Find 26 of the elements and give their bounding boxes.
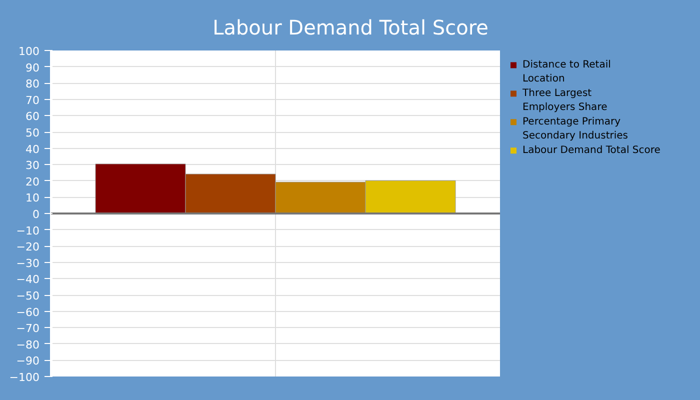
y-tick-label: 30 xyxy=(26,159,40,172)
y-tick-label: −60 xyxy=(16,306,40,319)
chart-title: Labour Demand Total Score xyxy=(212,16,488,40)
legend-label: Three Largest Employers Share xyxy=(522,88,608,113)
y-tick-label: −70 xyxy=(16,322,40,336)
y-tick-label: −50 xyxy=(16,290,40,302)
y-tick-label: 90 xyxy=(26,61,40,74)
legend-label: Labour Demand Total Score xyxy=(522,145,660,156)
y-tick-label: −80 xyxy=(16,338,40,352)
y-tick-label: 20 xyxy=(26,175,40,188)
y-tick-label: 80 xyxy=(26,78,40,91)
y-tick-label: −40 xyxy=(16,273,40,286)
y-tick-label: −10 xyxy=(16,224,40,238)
y-tick-label: 70 xyxy=(26,94,40,107)
y-tick-label: −90 xyxy=(16,354,40,368)
y-tick-label: −100 xyxy=(9,371,40,384)
y-tick-label: −30 xyxy=(16,256,40,270)
y-tick-label: 50 xyxy=(26,126,40,140)
legend-label: Distance to Retail Location xyxy=(522,60,611,84)
y-tick-label: 0 xyxy=(32,208,40,221)
y-tick-label: 10 xyxy=(26,192,40,205)
y-tick-label: 60 xyxy=(26,110,40,124)
y-tick-label: 40 xyxy=(26,142,40,156)
y-tick-label: 100 xyxy=(18,45,40,58)
y-tick-label: −20 xyxy=(16,240,40,254)
legend-label: Percentage Primary Secondary Industries xyxy=(522,116,628,142)
